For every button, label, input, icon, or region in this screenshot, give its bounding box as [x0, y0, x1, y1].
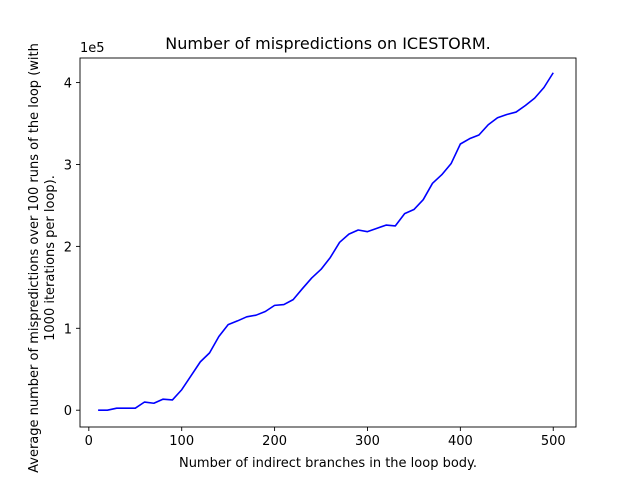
x-tick-label: 300 [355, 434, 380, 449]
y-axis-label-line1: Average number of mispredictions over 10… [27, 43, 42, 473]
y-tick-label: 0 [64, 404, 72, 419]
y-tick-label: 1 [64, 322, 72, 337]
x-tick-label: 100 [169, 434, 194, 449]
series-line-0 [98, 72, 554, 412]
y-tick-label: 3 [64, 158, 72, 173]
axes-frame [79, 57, 577, 428]
plot-area: 0 100 200 300 400 500 0 1 2 3 4 [64, 57, 577, 449]
y-offset-text: 1e5 [80, 41, 105, 56]
y-axis-label: Average number of mispredictions over 10… [27, 43, 58, 473]
x-tick-label: 500 [541, 434, 566, 449]
y-tick-label: 4 [64, 77, 72, 92]
x-tick-label: 200 [262, 434, 287, 449]
y-axis-label-line2: 1000 iterations per loop). [43, 175, 58, 341]
chart-title: Number of mispredictions on ICESTORM. [165, 34, 490, 53]
x-axis-label: Number of indirect branches in the loop … [179, 456, 477, 471]
y-tick-label: 2 [64, 240, 72, 255]
x-tick-label: 400 [448, 434, 473, 449]
x-tick-label: 0 [85, 434, 93, 449]
